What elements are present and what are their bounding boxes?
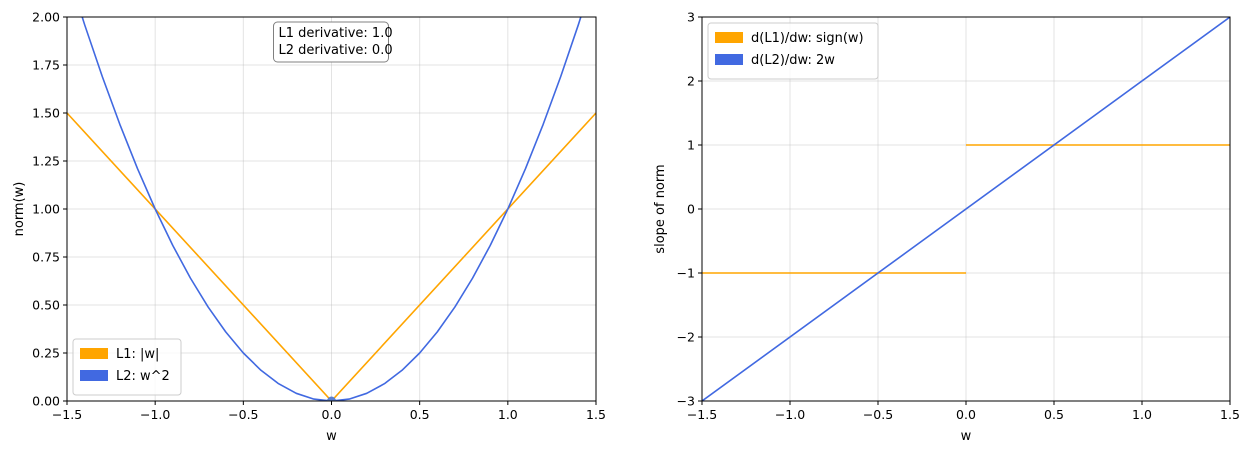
y-tick-label: 1.50 [32,106,60,121]
x-tick-label: −1.5 [52,407,82,422]
y-tick-label: 1.75 [32,58,60,73]
legend-frame [707,22,879,80]
left-chart: −1.5 −1.0 −0.5 0.0 0.5 1.0 1.5 0.00 0.25 0.50 0.7… [12,10,606,445]
right-x-ticks: −1.5 −1.0 −0.5 0.0 0.5 1.0 1.5 [687,401,1240,422]
left-y-axis-label: norm(w) [12,182,27,237]
y-tick-label: 2 [687,74,695,89]
x-tick-label: 0.0 [956,407,976,422]
y-tick-label: 1 [687,138,695,153]
y-tick-label: 3 [687,10,695,25]
y-tick-label: 1.25 [32,154,60,169]
x-tick-label: 1.0 [498,407,518,422]
right-chart: −1.5 −1.0 −0.5 0.0 0.5 1.0 1.5 −3 −2 −1 0 1 2 3 w sl… [653,10,1240,445]
y-tick-label: 0.75 [32,250,60,265]
legend-label: L1: |w| [116,347,159,362]
left-x-axis-label: w [326,429,337,444]
x-tick-label: 1.0 [1132,407,1152,422]
right-y-ticks: −3 −2 −1 0 1 2 3 [677,10,702,409]
legend-swatch [715,54,743,65]
left-legend: L1: |w| L2: w^2 [72,338,182,396]
y-tick-label: −1 [677,266,695,281]
series-line-l2 [702,17,1230,401]
left-series [67,17,596,401]
x-tick-label: 0.5 [410,407,430,422]
right-legend: d(L1)/dw: sign(w) d(L2)/dw: 2w [707,22,879,80]
x-tick-label: 0.5 [1044,407,1064,422]
left-x-ticks: −1.5 −1.0 −0.5 0.0 0.5 1.0 1.5 [52,401,606,422]
y-tick-label: 0.50 [32,298,60,313]
annotation-l2-derivative: L2 derivative: 0.0 [279,43,393,58]
legend-label: d(L1)/dw: sign(w) [751,31,864,46]
x-tick-label: −1.5 [687,407,717,422]
y-tick-label: 1.00 [32,202,60,217]
y-tick-label: 0.00 [32,394,60,409]
legend-swatch [80,348,108,359]
legend-swatch [715,32,743,43]
x-tick-label: 1.5 [1220,407,1240,422]
y-tick-label: −2 [677,330,695,345]
origin-marker [327,396,336,401]
annotation-l1-derivative: L1 derivative: 1.0 [279,26,393,41]
x-tick-label: −0.5 [228,407,258,422]
y-tick-label: 2.00 [32,10,60,25]
left-y-ticks: 0.00 0.25 0.50 0.75 1.00 1.25 1.50 1.75 2.00 [32,10,67,409]
x-tick-label: 1.5 [586,407,606,422]
legend-swatch [80,370,108,381]
y-tick-label: 0 [687,202,695,217]
right-y-axis-label: slope of norm [653,164,668,253]
left-annotation-box: L1 derivative: 1.0 L2 derivative: 0.0 [273,21,393,63]
legend-label: L2: w^2 [116,369,170,384]
legend-label: d(L2)/dw: 2w [751,53,835,68]
x-tick-label: −1.0 [140,407,170,422]
x-tick-label: −1.0 [775,407,805,422]
x-tick-label: 0.0 [322,407,342,422]
y-tick-label: 0.25 [32,346,60,361]
annotation-background [273,21,389,63]
right-series [702,17,1230,401]
series-line-l2 [81,17,582,401]
x-tick-label: −0.5 [863,407,893,422]
right-x-axis-label: w [961,429,972,444]
y-tick-label: −3 [677,394,695,409]
